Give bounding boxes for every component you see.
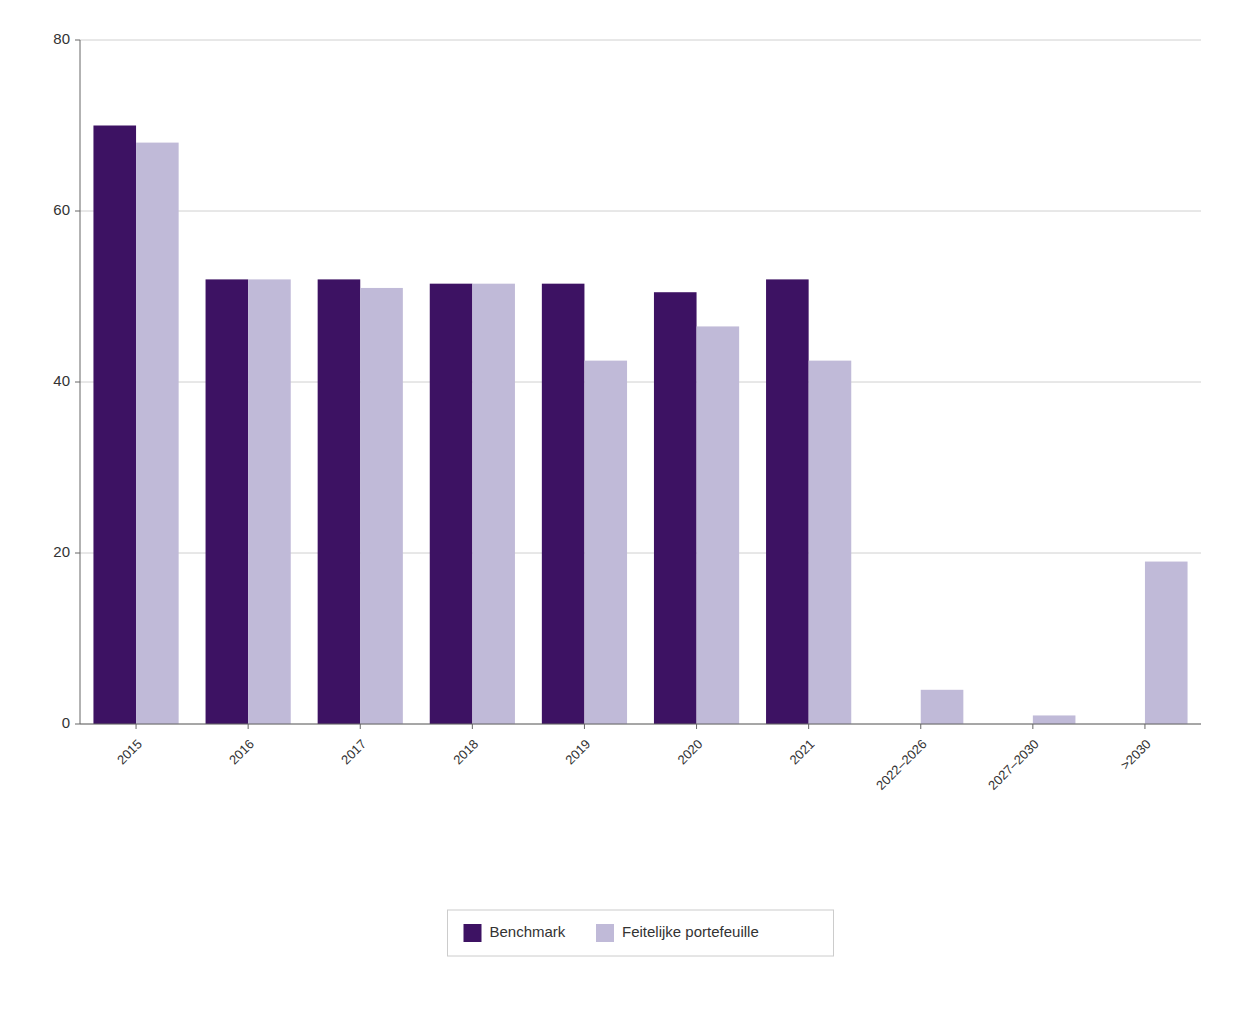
bar	[136, 143, 179, 724]
grid-line	[80, 40, 1201, 41]
x-tick-label: 2015	[114, 736, 145, 767]
y-axis: 0 20 40 60 80	[53, 30, 80, 731]
series-bars	[93, 126, 808, 725]
chart-svg: 0 20 40 60 80 2015 2016 2017 2018 2019 2020 2021 202…	[0, 0, 1241, 1024]
bar	[766, 279, 809, 724]
bar	[206, 279, 249, 724]
bars	[93, 126, 1187, 725]
legend-swatch	[464, 924, 482, 942]
bar	[654, 292, 697, 724]
legend-label: Benchmark	[490, 923, 566, 940]
x-tick	[360, 724, 361, 729]
x-tick-label: >2030	[1117, 736, 1153, 772]
bar	[318, 279, 361, 724]
y-tick	[75, 382, 80, 383]
x-tick-label: 2020	[674, 736, 705, 767]
grid	[80, 40, 1201, 724]
x-tick-label: 2018	[450, 736, 481, 767]
legend: Benchmark Feitelijke portefeuille	[448, 910, 834, 956]
x-tick-label: 2027–2030	[985, 736, 1042, 793]
x-tick-label: 2016	[226, 736, 257, 767]
bar	[248, 279, 291, 724]
chart-container: 0 20 40 60 80 2015 2016 2017 2018 2019 2020 2021 202…	[0, 0, 1241, 1024]
x-tick	[472, 724, 473, 729]
y-tick	[75, 211, 80, 212]
y-tick	[75, 724, 80, 725]
x-tick-label: 2022–2026	[873, 736, 930, 793]
x-tick	[1032, 724, 1033, 729]
x-tick	[808, 724, 809, 729]
bar	[1145, 562, 1188, 724]
x-tick-label: 2021	[786, 736, 817, 767]
x-tick	[1144, 724, 1145, 729]
y-tick	[75, 553, 80, 554]
x-tick-label: 2019	[562, 736, 593, 767]
series-bars	[136, 143, 1187, 724]
page: {"chart_data": {"type": "bar", "categori…	[0, 0, 1241, 1024]
axes	[80, 40, 1201, 724]
x-tick	[920, 724, 921, 729]
bar	[430, 284, 473, 724]
x-axis: 2015 2016 2017 2018 2019 2020 2021 2022–2026 202…	[114, 724, 1154, 793]
legend-swatch	[596, 924, 614, 942]
x-tick	[696, 724, 697, 729]
x-tick	[248, 724, 249, 729]
grid-line	[80, 211, 1201, 212]
bar	[472, 284, 515, 724]
y-tick	[75, 40, 80, 41]
background	[0, 0, 1241, 1024]
bar	[360, 288, 403, 724]
bar	[1033, 715, 1076, 724]
bar	[93, 126, 136, 725]
bar	[584, 361, 627, 724]
legend-frame	[448, 910, 834, 956]
bar	[809, 361, 852, 724]
bar	[921, 690, 964, 724]
x-tick	[136, 724, 137, 729]
bar	[542, 284, 585, 724]
x-tick	[584, 724, 585, 729]
x-tick-label: 2017	[338, 736, 369, 767]
legend-label: Feitelijke portefeuille	[622, 923, 759, 940]
y-tick-label: 80	[53, 30, 70, 47]
y-tick-label: 60	[53, 201, 70, 218]
y-axis-line	[80, 40, 81, 724]
y-tick-label: 20	[53, 543, 70, 560]
bar	[697, 326, 740, 724]
y-tick-label: 0	[62, 714, 70, 731]
y-tick-label: 40	[53, 372, 70, 389]
